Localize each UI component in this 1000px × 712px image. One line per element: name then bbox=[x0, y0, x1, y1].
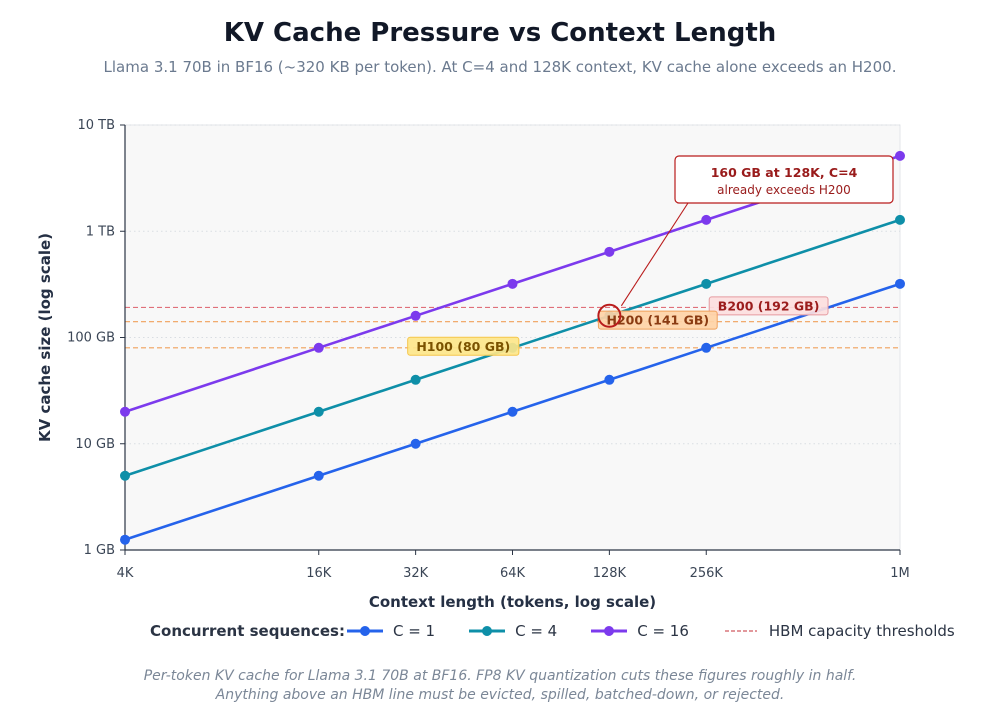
legend-swatch-thresholds bbox=[724, 630, 757, 632]
x-tick-label: 256K bbox=[690, 566, 724, 581]
legend-swatch-c1 bbox=[346, 626, 383, 636]
data-point bbox=[604, 374, 615, 385]
data-point bbox=[120, 406, 130, 417]
threshold-labels: B200 (192 GB) H200 (141 GB) H100 (80 GB) bbox=[407, 296, 829, 356]
footnote: Per-token KV cache for Llama 3.1 70B at … bbox=[0, 667, 1000, 705]
legend-swatch-c4 bbox=[469, 626, 506, 636]
data-point bbox=[895, 278, 905, 289]
series-lines bbox=[120, 150, 905, 545]
threshold-label: H100 (80 GB) bbox=[416, 339, 510, 354]
data-point bbox=[701, 214, 712, 225]
legend-item-c16: C = 16 bbox=[591, 621, 689, 641]
data-point bbox=[313, 406, 324, 417]
data-point bbox=[410, 310, 421, 321]
data-point bbox=[895, 150, 905, 161]
legend-label-thresholds: HBM capacity thresholds bbox=[768, 622, 955, 640]
annotation-box bbox=[674, 155, 894, 204]
x-tick-label: 32K bbox=[403, 566, 429, 581]
annotation-arrow bbox=[620, 202, 689, 307]
tick-labels: 1 GB 10 GB 100 GB 1 TB 10 TB 4K 16K 32K 64K 128K 2… bbox=[67, 118, 910, 581]
legend-label-c1: C = 1 bbox=[392, 622, 436, 640]
chart-title: KV Cache Pressure vs Context Length bbox=[223, 18, 777, 48]
data-point bbox=[410, 438, 421, 449]
data-point bbox=[701, 342, 712, 353]
annotation-subtitle: already exceeds H200 bbox=[717, 183, 851, 197]
data-point bbox=[507, 278, 518, 289]
legend-item-thresholds: HBM capacity thresholds bbox=[723, 621, 955, 641]
x-axis-label: Context length (tokens, log scale) bbox=[369, 593, 656, 611]
data-point bbox=[410, 374, 421, 385]
threshold-label: H200 (141 GB) bbox=[607, 313, 710, 328]
x-tick-label: 16K bbox=[306, 566, 332, 581]
annotation: 160 GB at 128K, C=4 already exceeds H200 bbox=[597, 155, 894, 328]
y-tick-label: 10 GB bbox=[75, 437, 115, 452]
data-point bbox=[313, 342, 324, 353]
y-axis-label: KV cache size (log scale) bbox=[36, 233, 54, 442]
threshold-label-box bbox=[407, 336, 520, 356]
y-tick-label: 10 TB bbox=[77, 118, 115, 133]
threshold-label: B200 (192 GB) bbox=[718, 298, 820, 313]
data-point bbox=[701, 278, 712, 289]
x-tick-label: 64K bbox=[500, 566, 526, 581]
legend-swatch-c16 bbox=[591, 626, 628, 636]
y-tick-label: 1 TB bbox=[86, 224, 115, 239]
chart-subtitle: Llama 3.1 70B in BF16 (~320 KB per token… bbox=[103, 58, 897, 76]
x-tick-label: 4K bbox=[117, 566, 134, 581]
legend-item-c1: C = 1 bbox=[346, 621, 436, 641]
footnote-line-1: Per-token KV cache for Llama 3.1 70B at … bbox=[143, 668, 857, 684]
legend-item-c4: C = 4 bbox=[469, 621, 557, 641]
legend-label-c4: C = 4 bbox=[515, 622, 558, 640]
data-point bbox=[895, 214, 905, 225]
data-point bbox=[120, 534, 130, 545]
data-point bbox=[604, 246, 615, 257]
legend: Concurrent sequences: C = 1 C = 4 C = 16… bbox=[150, 621, 955, 641]
x-tick-label: 128K bbox=[593, 566, 627, 581]
x-tick-label: 1M bbox=[890, 566, 910, 581]
footnote-line-2: Anything above an HBM line must be evict… bbox=[215, 687, 785, 703]
y-tick-label: 100 GB bbox=[67, 331, 115, 346]
annotation-highlight-ring bbox=[597, 303, 622, 328]
data-point bbox=[120, 470, 130, 481]
data-point bbox=[507, 406, 518, 417]
legend-title: Concurrent sequences: bbox=[150, 622, 345, 640]
legend-label-c16: C = 16 bbox=[637, 622, 689, 640]
threshold-label-box bbox=[708, 296, 829, 316]
y-tick-label: 1 GB bbox=[84, 543, 115, 558]
annotation-title: 160 GB at 128K, C=4 bbox=[711, 165, 858, 180]
data-point bbox=[313, 470, 324, 481]
